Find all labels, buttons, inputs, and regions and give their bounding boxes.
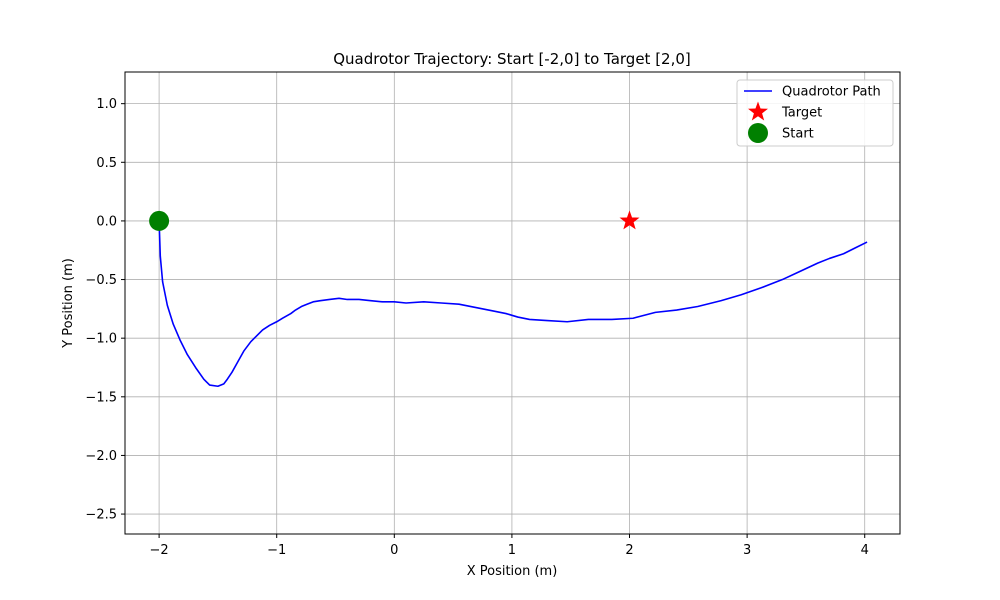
y-axis-label: Y Position (m) [61, 258, 76, 349]
x-tick-label: 1 [508, 543, 516, 558]
y-tick-label: 0.5 [96, 156, 117, 171]
x-tick-label: 0 [390, 543, 398, 558]
legend-label: Target [781, 106, 822, 121]
target-marker [619, 210, 640, 230]
y-tick-label: −2.0 [85, 449, 117, 464]
y-tick-label: −0.5 [85, 273, 117, 288]
x-tick-label: −1 [267, 543, 286, 558]
plot-frame [124, 71, 901, 535]
y-tick-label: 0.0 [96, 214, 117, 229]
legend-label: Quadrotor Path [782, 85, 881, 100]
quadrotor-path-line [158, 220, 868, 388]
y-tick-label: −2.5 [85, 508, 117, 523]
x-tick-label: 3 [743, 543, 751, 558]
y-axis-ticks: 1.0 0.5 0.0 −0.5 −1.0 −1.5 −2.0 −2.5 [85, 97, 125, 523]
legend-star-swatch [748, 101, 768, 121]
x-tick-label: 4 [861, 543, 869, 558]
chart-title: Quadrotor Trajectory: Start [-2,0] to Ta… [333, 50, 691, 68]
x-tick-label: 2 [625, 543, 633, 558]
x-tick-label: −2 [150, 543, 169, 558]
legend-label: Start [782, 127, 814, 142]
y-tick-label: −1.5 [85, 390, 117, 405]
legend-circle-swatch [748, 123, 768, 143]
legend: Quadrotor Path Target Start [736, 79, 894, 147]
x-axis-ticks: −2 −1 0 1 2 3 4 [150, 534, 869, 558]
x-axis-label: X Position (m) [467, 564, 558, 579]
legend-box [736, 79, 894, 147]
series-layer [149, 210, 868, 388]
y-tick-label: 1.0 [96, 97, 117, 112]
y-tick-label: −1.0 [85, 332, 117, 347]
start-marker [149, 210, 170, 231]
